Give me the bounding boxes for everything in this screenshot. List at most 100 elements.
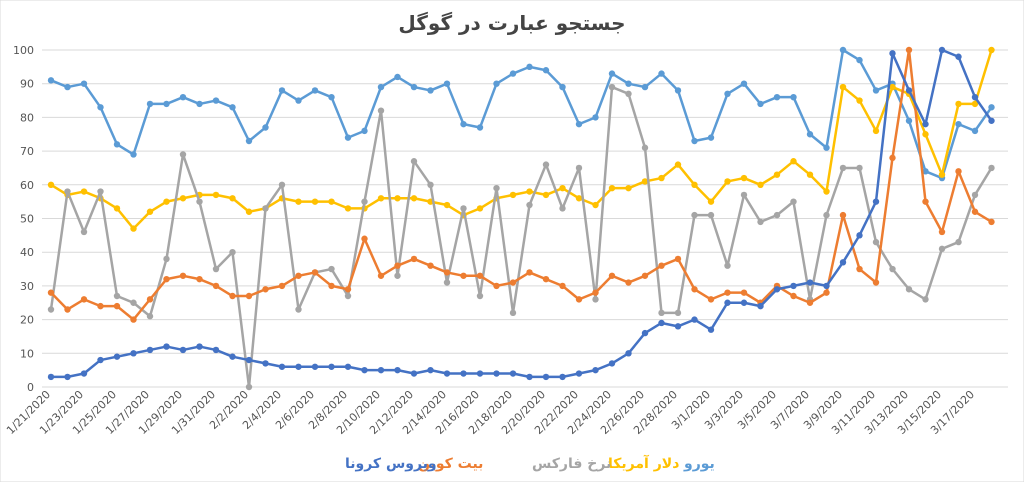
data-point [905,286,913,293]
data-point [80,370,88,377]
data-point [394,366,401,374]
data-point [377,195,385,202]
data-point [707,211,715,219]
data-point [443,80,451,87]
y-tick-label: 60 [20,179,34,192]
data-point [625,90,632,98]
data-point [212,346,220,354]
data-point [509,279,517,286]
data-point [245,137,253,145]
data-point [905,117,913,124]
data-point [773,286,781,293]
data-point [245,383,253,391]
data-point [311,198,319,205]
data-point [130,151,137,158]
data-point [971,93,979,101]
data-point [691,137,698,145]
data-point [493,184,500,192]
data-point [47,289,55,296]
data-point [625,350,632,357]
data-point [608,83,616,91]
data-point [196,198,203,205]
data-point [113,292,121,300]
data-point [988,117,995,124]
data-point [427,181,434,188]
y-tick-label: 40 [20,246,34,259]
data-point [361,198,368,205]
data-point [955,120,962,128]
data-point [905,87,913,94]
data-point [163,100,170,108]
data-point [361,366,368,374]
data-point [724,178,731,185]
data-point [806,299,814,306]
data-point [592,201,599,209]
data-point [856,265,863,273]
data-point [212,282,220,290]
data-point [245,356,253,364]
data-point [641,329,649,337]
y-tick-label: 30 [20,280,34,293]
data-point [179,346,187,354]
data-point [592,366,599,374]
data-point [922,120,929,128]
data-point [130,350,137,357]
data-point [427,366,434,374]
data-point [608,272,616,279]
data-point [839,83,847,91]
data-point [344,286,352,293]
data-point [163,198,170,205]
data-point [64,83,71,91]
data-point [460,120,467,128]
data-point [674,323,682,330]
data-point [839,211,847,219]
data-point [971,100,979,108]
data-point [245,292,253,300]
data-point [443,370,451,377]
data-point [674,87,682,94]
data-point [130,316,137,323]
data-point [526,63,533,71]
y-tick-label: 70 [20,145,34,158]
data-point [377,83,385,91]
data-point [856,232,863,239]
data-point [542,373,550,381]
data-point [856,56,863,64]
data-point [229,353,236,360]
data-point [146,100,154,108]
data-point [311,363,319,370]
data-point [113,353,121,360]
legend-item: دلار آمریکا [608,454,679,472]
data-point [806,171,814,178]
data-point [707,198,715,205]
data-point [278,181,286,188]
data-point [163,343,170,350]
data-point [625,279,632,286]
data-point [526,269,533,276]
data-point [938,228,946,236]
series-line [50,48,993,180]
data-point [823,144,830,151]
data-point [856,164,863,172]
data-point [196,100,203,108]
data-point [559,373,566,381]
data-point [328,198,335,205]
data-point [658,319,665,327]
data-point [278,87,286,94]
data-point [641,144,649,151]
data-point [988,164,995,172]
data-point [295,306,302,313]
data-point [707,134,715,141]
data-point [427,87,434,94]
data-point [707,296,715,303]
data-point [97,104,104,111]
data-point [64,373,71,381]
data-point [526,201,533,209]
data-point [394,195,401,202]
data-point [476,292,484,300]
data-point [344,205,352,212]
data-point [592,289,599,296]
data-point [872,87,880,94]
